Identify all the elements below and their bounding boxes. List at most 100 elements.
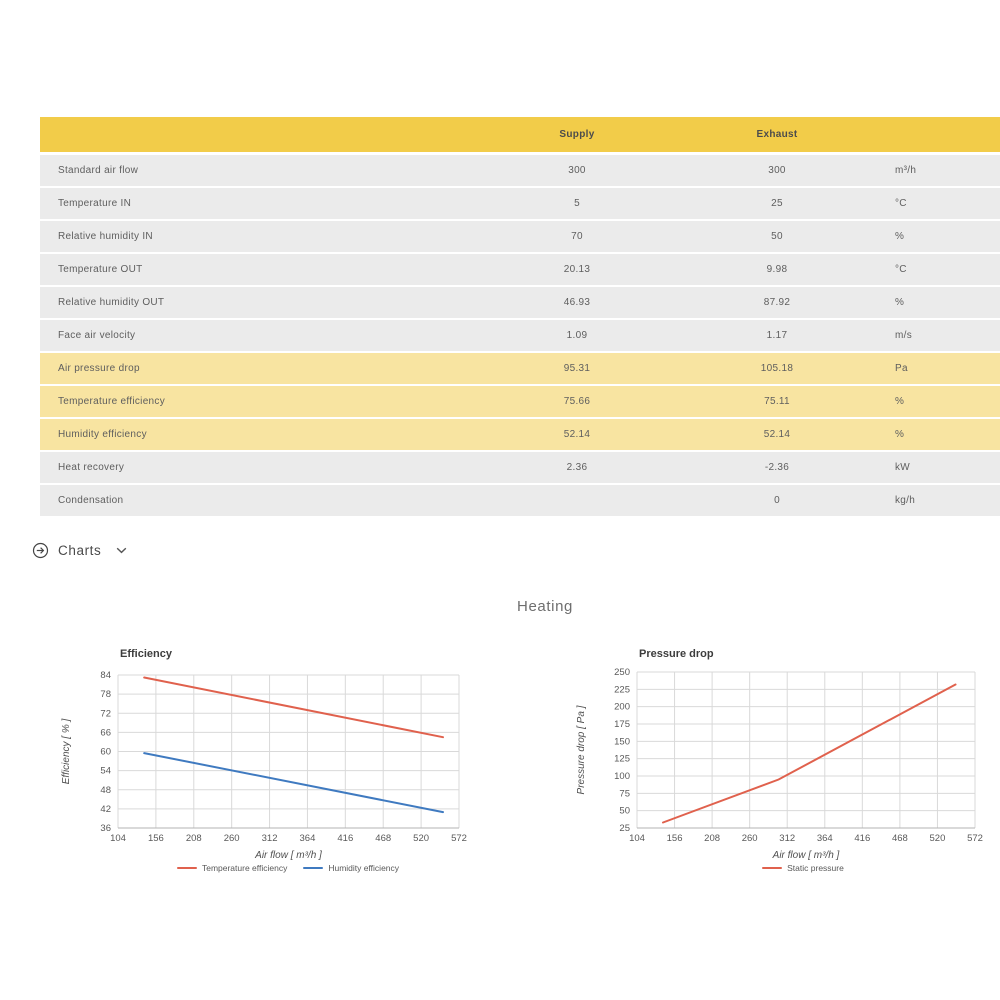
row-label: Heat recovery — [58, 462, 125, 473]
svg-text:Pressure drop [ Pa ]: Pressure drop [ Pa ] — [576, 705, 587, 794]
svg-text:260: 260 — [742, 833, 758, 844]
row-supply-value: 70 — [571, 231, 583, 242]
row-supply-value: 300 — [568, 165, 586, 176]
svg-text:48: 48 — [100, 785, 111, 796]
row-label: Relative humidity IN — [58, 231, 153, 242]
row-label: Temperature IN — [58, 198, 132, 209]
table-row: Condensation 0 kg/h — [40, 485, 1000, 518]
svg-text:36: 36 — [100, 823, 111, 834]
svg-text:Pressure drop: Pressure drop — [639, 648, 714, 660]
legend-swatch — [176, 867, 197, 869]
row-supply-value: 5 — [574, 198, 580, 209]
row-supply-value: 46.93 — [563, 297, 591, 308]
row-unit: m³/h — [895, 165, 917, 176]
svg-text:84: 84 — [100, 670, 111, 681]
svg-text:156: 156 — [148, 833, 164, 844]
row-exhaust-value: 25 — [771, 198, 783, 209]
row-label: Condensation — [58, 495, 124, 506]
svg-text:100: 100 — [614, 771, 630, 782]
row-unit: kg/h — [895, 495, 916, 506]
pressure-drop-chart: 104 156 208 260 312 364 416 468 520 572 25 50 75 100 1… — [576, 648, 983, 861]
chevron-down-icon — [117, 547, 127, 554]
row-exhaust-value: 52.14 — [763, 429, 791, 440]
legend-swatch — [762, 867, 783, 869]
row-unit: °C — [895, 264, 907, 275]
row-exhaust-value: 75.11 — [764, 396, 790, 407]
efficiency-chart-block: 104 156 208 260 312 364 416 468 520 572 36 42 48 54 60… — [55, 643, 475, 873]
table-row: Temperature efficiency 75.66 75.11 % — [40, 386, 1000, 419]
table-row: Temperature OUT 20.13 9.98 °C — [40, 254, 1000, 287]
svg-text:75: 75 — [619, 788, 630, 799]
svg-text:104: 104 — [629, 833, 645, 844]
row-exhaust-value: 87.92 — [763, 297, 791, 308]
legend-series-name: Static pressure — [787, 863, 844, 873]
results-table-body: Standard air flow 300 300 m³/h Temperatu… — [40, 155, 1000, 518]
svg-text:Air flow [ m³/h ]: Air flow [ m³/h ] — [254, 850, 322, 861]
row-supply-value: 95.31 — [563, 363, 591, 374]
svg-text:572: 572 — [967, 833, 983, 844]
svg-text:416: 416 — [337, 833, 353, 844]
row-exhaust-value: -2.36 — [764, 462, 790, 473]
svg-text:156: 156 — [667, 833, 683, 844]
row-exhaust-value: 300 — [768, 165, 786, 176]
row-supply-value: 1.09 — [566, 330, 588, 341]
legend-item: Humidity efficiency — [303, 863, 399, 873]
row-unit: % — [895, 396, 905, 407]
svg-text:468: 468 — [375, 833, 391, 844]
row-exhaust-value: 105.18 — [760, 363, 794, 374]
table-row: Temperature IN 5 25 °C — [40, 188, 1000, 221]
svg-text:Efficiency: Efficiency — [120, 648, 173, 660]
svg-text:520: 520 — [930, 833, 946, 844]
svg-text:78: 78 — [100, 689, 111, 700]
svg-text:42: 42 — [100, 804, 111, 815]
svg-text:364: 364 — [300, 833, 316, 844]
table-header-row: Supply Exhaust — [40, 117, 1000, 155]
table-row: Air pressure drop 95.31 105.18 Pa — [40, 353, 1000, 386]
row-label: Air pressure drop — [58, 363, 140, 374]
svg-text:260: 260 — [224, 833, 240, 844]
svg-text:200: 200 — [614, 702, 630, 713]
table-row: Humidity efficiency 52.14 52.14 % — [40, 419, 1000, 452]
table-row: Standard air flow 300 300 m³/h — [40, 155, 1000, 188]
row-label: Standard air flow — [58, 165, 139, 176]
svg-text:104: 104 — [110, 833, 126, 844]
heating-group-title: Heating — [517, 598, 573, 615]
row-unit: % — [895, 231, 905, 242]
svg-text:208: 208 — [704, 833, 720, 844]
legend-swatch — [303, 867, 324, 869]
svg-text:150: 150 — [614, 736, 630, 747]
svg-text:Efficiency [ % ]: Efficiency [ % ] — [61, 718, 72, 784]
svg-text:250: 250 — [614, 667, 630, 678]
row-unit: m/s — [895, 330, 913, 341]
row-exhaust-value: 1.17 — [766, 330, 788, 341]
row-unit: Pa — [895, 363, 908, 374]
svg-text:Air flow [ m³/h ]: Air flow [ m³/h ] — [772, 850, 840, 861]
efficiency-chart: 104 156 208 260 312 364 416 468 520 572 36 42 48 54 60… — [61, 648, 467, 861]
legend-item: Static pressure — [762, 863, 844, 873]
row-supply-value: 52.14 — [563, 429, 591, 440]
row-exhaust-value: 9.98 — [766, 264, 788, 275]
svg-text:468: 468 — [892, 833, 908, 844]
charts-section-label: Charts — [58, 543, 102, 558]
charts-section-toggle[interactable]: Charts — [32, 542, 127, 559]
row-supply-value: 2.36 — [566, 462, 588, 473]
svg-text:125: 125 — [614, 754, 630, 765]
svg-text:72: 72 — [100, 708, 111, 719]
legend-item: Temperature efficiency — [176, 863, 287, 873]
table-row: Relative humidity OUT 46.93 87.92 % — [40, 287, 1000, 320]
svg-text:60: 60 — [100, 747, 111, 758]
svg-text:520: 520 — [413, 833, 429, 844]
row-exhaust-value: 50 — [771, 231, 783, 242]
svg-text:225: 225 — [614, 684, 630, 695]
table-row: Face air velocity 1.09 1.17 m/s — [40, 320, 1000, 353]
svg-text:54: 54 — [100, 766, 111, 777]
row-exhaust-value: 0 — [774, 495, 780, 506]
results-table: Supply Exhaust Standard air flow 300 300… — [40, 117, 1000, 518]
legend-series-name: Humidity efficiency — [328, 863, 400, 873]
row-label: Temperature efficiency — [58, 396, 166, 407]
row-supply-value: 20.13 — [563, 264, 591, 275]
row-unit: % — [895, 297, 905, 308]
svg-text:208: 208 — [186, 833, 202, 844]
table-header-exhaust: Exhaust — [756, 129, 798, 140]
